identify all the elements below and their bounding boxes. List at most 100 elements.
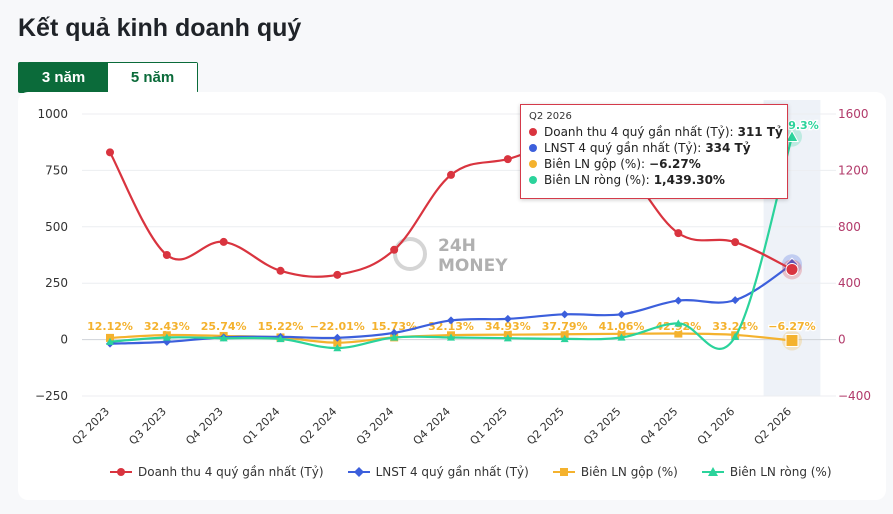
left-axis-tick-label: −250 [35,389,68,403]
data-point-triangle [731,332,740,340]
x-axis-tick-label: Q2 2024 [297,405,340,448]
data-point-triangle [333,344,342,352]
data-point-triangle [276,334,285,343]
data-point-circle [162,251,171,259]
data-point-triangle [106,337,114,345]
legend-label-revenue: Doanh thu 4 quý gần nhất (Tỷ) [138,465,324,479]
data-point-triangle [219,334,228,342]
left-axis-tick-label: 0 [60,333,68,347]
watermark-text-24h: 24H [438,236,476,256]
x-axis-tick-label: Q2 2023 [70,405,113,448]
tab-5-years[interactable]: 5 năm [108,63,197,92]
tooltip-row-profit: LNST 4 quý gần nhất (Tỷ): 334 Tỷ [529,140,779,156]
data-label-gross-margin: 25.74% [201,320,247,333]
left-axis-tick-label: 1000 [37,107,68,121]
legend-triangle-icon [701,467,724,476]
series-line-3 [109,136,794,350]
data-point-square [785,333,799,347]
left-axis-tick-label: 750 [45,163,68,177]
data-point-diamond [503,314,512,323]
data-point-circle [276,266,285,275]
data-point-triangle [560,334,569,343]
tooltip-label-net-margin: Biên LN ròng (%): [544,173,650,187]
tooltip-dot-net-margin [529,176,537,184]
data-point-circle [674,229,683,238]
x-axis-tick-label: Q1 2026 [695,405,738,448]
data-point-circle [333,270,342,279]
data-label-gross-margin: −6.27% [768,320,815,333]
data-point-diamond [390,328,399,337]
data-point-circle [106,148,114,157]
legend-circle-icon [110,468,132,476]
tooltip-row-gross-margin: Biên LN gộp (%): −6.27% [529,156,779,172]
tooltip-dot-gross-margin [529,160,537,168]
data-point-square [560,330,569,339]
data-point-square [674,329,683,338]
data-point-square [333,338,342,347]
data-point-triangle [390,333,399,341]
x-axis-tick-label: Q3 2023 [126,405,169,448]
period-tabs: 3 năm 5 năm [18,62,198,93]
data-point-triangle [447,333,455,341]
x-axis-tick-label: Q2 2026 [752,405,795,448]
data-point-diamond [447,316,455,325]
x-axis-tick-label: Q3 2024 [354,405,397,448]
watermark-text-money: MONEY [438,256,508,276]
tab-3-years[interactable]: 3 năm [19,63,108,92]
legend-diamond-icon [347,467,370,477]
data-point-circle [785,262,799,276]
x-axis-tick-label: Q1 2024 [240,405,283,448]
tooltip-dot-profit [529,144,537,152]
data-point-triangle [617,333,626,341]
right-axis-tick-label: 1600 [838,107,869,121]
data-point-triangle [674,319,683,327]
legend-square-icon [552,468,575,476]
x-axis-tick-label: Q4 2024 [411,405,454,448]
data-label-gross-margin: −22.01% [310,320,365,333]
watermark-logo [393,237,427,271]
data-label-gross-margin: 15.22% [258,320,304,333]
data-point-circle [219,237,228,246]
chart-tooltip: Q2 2026 Doanh thu 4 quý gần nhất (Tỷ): 3… [520,104,788,199]
tooltip-dot-revenue [529,128,537,136]
tooltip-value-revenue: 311 Tỷ [737,125,783,139]
tooltip-row-revenue: Doanh thu 4 quý gần nhất (Tỷ): 311 Tỷ [529,124,783,140]
x-axis-tick-label: Q4 2025 [638,405,681,448]
data-point-triangle [162,333,171,341]
data-point-circle [503,155,512,164]
data-label-gross-margin: 33.24% [712,320,758,333]
data-point-diamond [560,310,569,319]
legend-label-net-margin: Biên LN ròng (%) [729,465,832,479]
tooltip-label-gross-margin: Biên LN gộp (%): [544,157,646,171]
tooltip-value-gross-margin: −6.27% [649,157,701,171]
data-point-triangle [503,334,512,342]
data-point-diamond [731,296,740,305]
data-label-gross-margin: 37.79% [542,320,588,333]
x-axis-tick-label: Q1 2025 [467,405,510,448]
legend-item-revenue[interactable]: Doanh thu 4 quý gần nhất (Tỷ) [110,465,324,479]
page-title: Kết quả kinh doanh quý [18,14,302,42]
legend-label-gross-margin: Biên LN gộp (%) [580,465,678,479]
x-axis-tick-label: Q2 2025 [524,405,567,448]
data-point-diamond [674,296,683,305]
legend-item-profit[interactable]: LNST 4 quý gần nhất (Tỷ) [347,465,529,479]
tooltip-value-net-margin: 1,439.30% [653,173,725,187]
tooltip-label-revenue: Doanh thu 4 quý gần nhất (Tỷ): [544,125,734,139]
left-axis-tick-label: 250 [45,276,68,290]
data-label-gross-margin: 41.06% [599,320,645,333]
right-axis-tick-label: 800 [838,220,861,234]
data-point-diamond [617,310,626,319]
data-label-gross-margin: 34.93% [485,320,531,333]
tooltip-title: Q2 2026 [529,111,572,122]
data-point-circle [447,170,455,179]
data-point-triangle [785,129,799,142]
data-point-circle [731,238,740,247]
x-axis-tick-label: Q3 2025 [581,405,624,448]
right-axis-tick-label: −400 [838,389,871,403]
right-axis-tick-label: 0 [838,333,846,347]
data-point-diamond [333,333,342,342]
legend-item-net-margin[interactable]: Biên LN ròng (%) [701,465,832,479]
right-axis-tick-label: 1200 [838,163,869,177]
legend-item-gross-margin[interactable]: Biên LN gộp (%) [552,465,678,479]
